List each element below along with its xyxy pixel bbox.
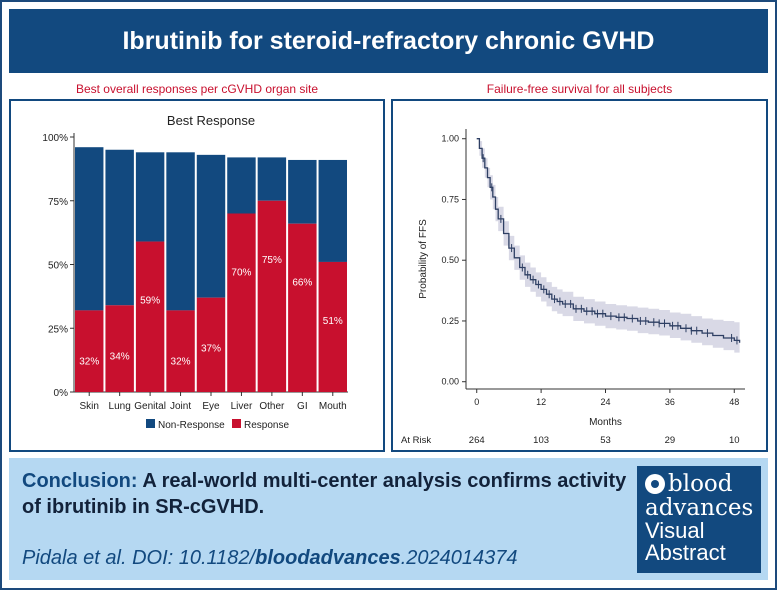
conclusion-lead: Conclusion:	[22, 470, 138, 492]
km-y-tick-label: 0.25	[441, 316, 459, 326]
km-x-axis-label: Months	[589, 417, 622, 428]
journal-logo: blood advances Visual Abstract	[637, 466, 761, 573]
km-y-tick-label: 0.75	[441, 194, 459, 204]
legend-label-non-response: Non-Response	[158, 420, 225, 431]
km-y-tick-label: 0.00	[441, 377, 459, 387]
bar-y-tick-label: 100%	[42, 133, 68, 144]
bar-data-label: 70%	[231, 268, 251, 279]
bar-y-tick-label: 0%	[54, 388, 69, 399]
conclusion-box: Conclusion: A real-world multi-center an…	[9, 458, 768, 580]
bar-chart-title: Best Response	[167, 113, 255, 128]
bar-data-label: 32%	[79, 356, 99, 367]
bar-non-response	[75, 147, 104, 311]
bar-category-label: Other	[259, 401, 285, 412]
km-x-tick-label: 36	[665, 397, 675, 407]
bar-non-response	[105, 149, 134, 306]
bar-non-response	[166, 152, 195, 311]
km-x-tick-label: 12	[536, 397, 546, 407]
bar-response	[135, 241, 165, 392]
bar-category-label: Joint	[170, 401, 191, 412]
bar-category-label: GI	[297, 401, 308, 412]
left-panel-subtitle: Best overall responses per cGVHD organ s…	[75, 82, 319, 96]
legend-swatch-response	[232, 419, 241, 428]
bar-category-label: Mouth	[319, 401, 347, 412]
bar-response	[105, 305, 134, 392]
bar-response	[227, 213, 256, 392]
right-panel-subtitle: Failure-free survival for all subjects	[486, 82, 673, 96]
bar-data-label: 51%	[323, 316, 343, 327]
at-risk-count: 264	[469, 435, 485, 446]
at-risk-count: 53	[600, 435, 611, 446]
citation: Pidala et al. DOI: 10.1182/bloodadvances…	[22, 547, 518, 570]
bar-data-label: 37%	[201, 344, 221, 355]
km-x-tick-label: 24	[600, 397, 610, 407]
at-risk-count: 103	[533, 435, 549, 446]
at-risk-label: At Risk	[401, 435, 431, 446]
km-x-tick-label: 0	[474, 397, 479, 407]
bar-category-label: Genital	[134, 401, 166, 412]
bar-data-label: 66%	[292, 278, 312, 289]
logo-line1: blood	[668, 471, 733, 497]
bar-response	[318, 261, 347, 392]
logo-line3: Visual	[645, 518, 705, 543]
legend-swatch-non-response	[146, 419, 155, 428]
conclusion-body: A real-world multi-center analysis confi…	[22, 470, 627, 518]
conclusion-text: Conclusion: A real-world multi-center an…	[22, 468, 632, 520]
bar-y-tick-label: 50%	[48, 261, 68, 272]
at-risk-count: 10	[729, 435, 740, 446]
citation-journal: bloodadvances	[255, 547, 401, 569]
bar-category-label: Liver	[231, 401, 253, 412]
km-x-tick-label: 48	[729, 397, 739, 407]
survival-chart: 0.00 0.25 0.50 0.75 1.00 0 12 24 36 48 Months Proba…	[401, 129, 745, 446]
logo-line2: advances	[645, 495, 754, 521]
bar-response	[288, 223, 317, 392]
km-survival-curve	[476, 138, 741, 343]
km-y-tick-label: 0.50	[441, 255, 459, 265]
bar-non-response	[135, 152, 165, 242]
bar-response	[75, 310, 104, 392]
bar-non-response	[288, 159, 317, 224]
bar-chart: Best Response 0% 25% 50% 75% 100% 32% Skin 34% Lu…	[42, 113, 348, 431]
bar-data-label: 59%	[140, 296, 160, 307]
bar-y-tick-label: 25%	[48, 324, 68, 335]
bar-non-response	[318, 159, 347, 262]
bar-y-tick-label: 75%	[48, 197, 68, 208]
km-y-tick-label: 1.00	[441, 134, 459, 144]
at-risk-count: 29	[665, 435, 676, 446]
blood-drop-icon	[645, 474, 665, 494]
bar-non-response	[196, 154, 226, 298]
bar-response	[257, 200, 287, 392]
km-y-axis-label: Probability of FFS	[418, 219, 429, 299]
bar-chart-panel: Best Response 0% 25% 50% 75% 100% 32% Skin 34% Lu…	[9, 99, 385, 452]
bar-data-label: 75%	[262, 255, 282, 266]
bar-data-label: 34%	[110, 351, 130, 362]
km-confidence-band	[476, 138, 740, 355]
bar-non-response	[257, 157, 287, 201]
survival-chart-panel: 0.00 0.25 0.50 0.75 1.00 0 12 24 36 48 Months Proba…	[391, 99, 768, 452]
citation-suffix: .2024014374	[400, 547, 518, 569]
citation-prefix: Pidala et al. DOI: 10.1182/	[22, 547, 256, 569]
bar-data-label: 32%	[171, 356, 191, 367]
page-title: Ibrutinib for steroid-refractory chronic…	[9, 9, 768, 73]
bar-category-label: Skin	[79, 401, 98, 412]
bar-non-response	[227, 157, 256, 214]
bar-response	[166, 310, 195, 392]
legend-label-response: Response	[244, 420, 289, 431]
logo-line4: Abstract	[645, 540, 726, 565]
bar-category-label: Eye	[202, 401, 220, 412]
bar-response	[196, 297, 226, 392]
bar-category-label: Lung	[109, 401, 131, 412]
